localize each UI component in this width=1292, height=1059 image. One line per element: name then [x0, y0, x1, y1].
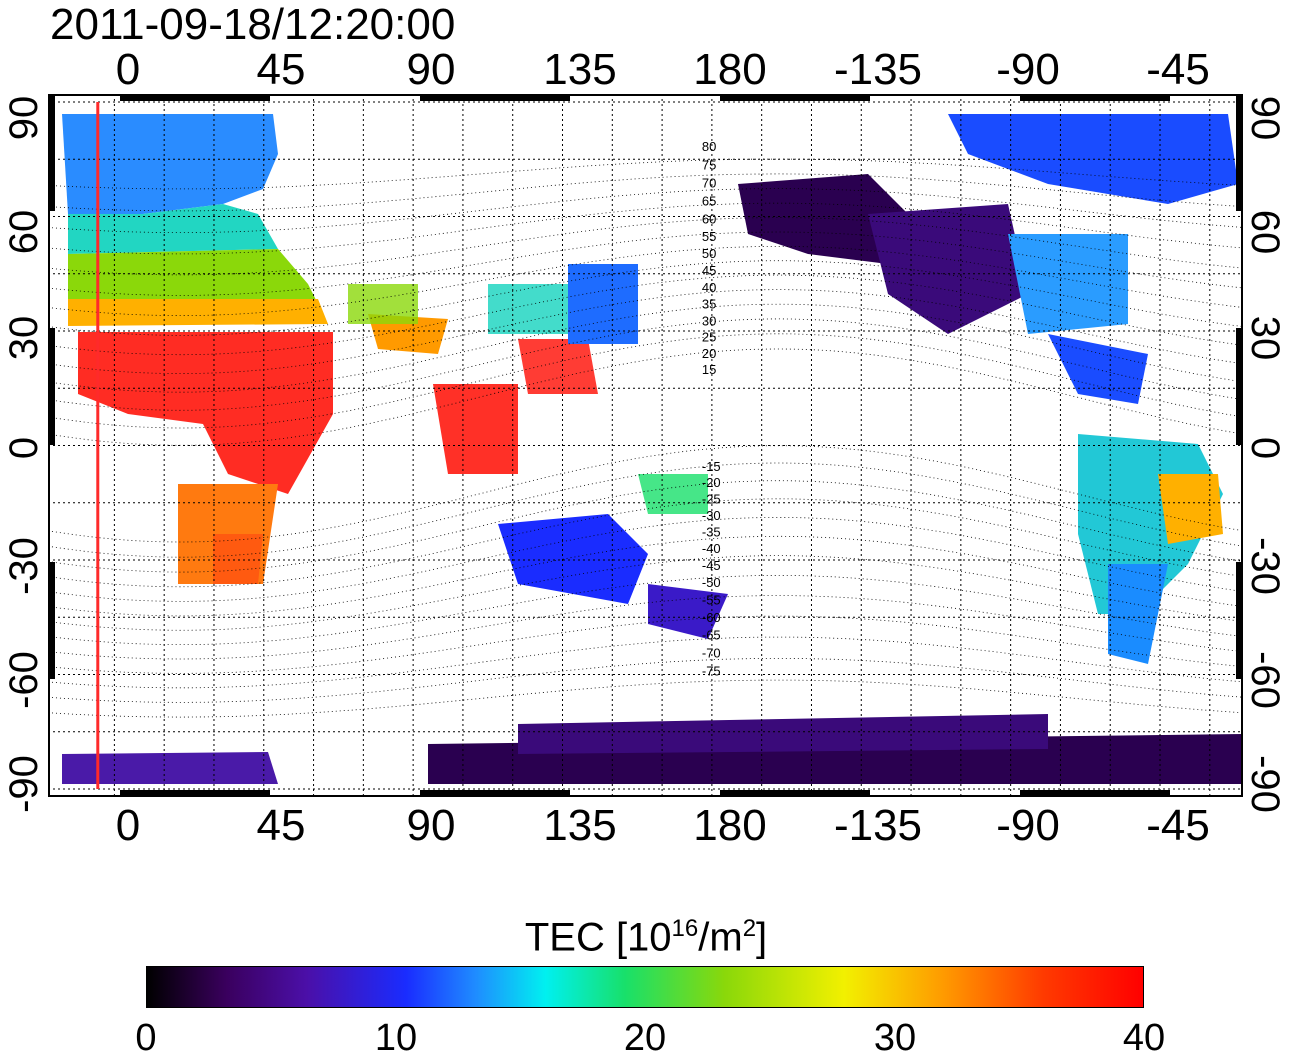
bottom-tick-neg45: -45: [1146, 801, 1210, 850]
left-tick-60: 60: [2, 209, 46, 255]
left-tick-90: 90: [2, 95, 46, 141]
contour-line: [48, 260, 1243, 336]
bottom-tick-135: 135: [543, 801, 617, 850]
contour-line: [48, 333, 1243, 429]
top-tick-neg90: -90: [996, 45, 1060, 94]
contour-label: -75: [702, 664, 721, 679]
contour-label: -55: [702, 592, 721, 607]
contour-label: 20: [702, 346, 716, 361]
contour-line: [48, 289, 1243, 375]
bottom-tick-neg90: -90: [996, 801, 1060, 850]
contour-label: 50: [702, 246, 716, 261]
contour-line: [48, 462, 1243, 558]
contour-label: 55: [702, 229, 716, 244]
top-tick-135: 135: [543, 45, 617, 94]
colorbar-title: TEC [1016/m2]: [0, 906, 1292, 960]
contour-line: [48, 615, 1243, 674]
contour-line: [48, 480, 1243, 573]
bottom-tick-0: 0: [115, 801, 141, 850]
colorbar-tick-0: 0: [135, 1017, 157, 1059]
top-tick-0: 0: [115, 45, 141, 94]
contour-label: -35: [702, 524, 721, 539]
timestamp-title: 2011-09-18/12:20:00: [50, 0, 456, 49]
contour-label: -25: [702, 491, 721, 506]
contour-label: 40: [702, 280, 716, 295]
contour-label: 75: [702, 158, 716, 173]
contour-label: 25: [702, 330, 716, 345]
contour-label: -30: [702, 508, 721, 523]
graticule: [48, 94, 1243, 797]
contour-line: [48, 217, 1243, 276]
tec-patches: [62, 114, 1243, 784]
right-tick-30: 30: [1243, 315, 1287, 361]
right-tick-neg90: -90: [1243, 755, 1287, 813]
contour-label: -20: [702, 475, 721, 490]
top-tick-180: 180: [693, 45, 767, 94]
bottom-tick-180: 180: [693, 801, 767, 850]
contour-label: -70: [702, 645, 721, 660]
left-tick-neg30: -30: [2, 537, 46, 595]
contour-label: -15: [702, 459, 721, 474]
contour-label: 60: [702, 211, 716, 226]
right-tick-neg60: -60: [1243, 651, 1287, 709]
colorbar-tick-10: 10: [374, 1017, 418, 1059]
contour-line: [48, 318, 1243, 411]
contour-label: -40: [702, 541, 721, 556]
contour-line: [48, 636, 1243, 689]
contour-label: -50: [702, 575, 721, 590]
bottom-tick-45: 45: [256, 801, 306, 850]
left-tick-0: 0: [2, 436, 46, 460]
colorbar-label-end: ]: [756, 915, 768, 960]
contour-label: -60: [702, 610, 721, 625]
frame-ticks: [48, 94, 1243, 797]
colorbar-unit-exponent: 2: [742, 915, 757, 942]
bottom-tick-neg135: -135: [833, 801, 923, 850]
colorbar-unit: /m: [698, 915, 743, 960]
contour-label: 35: [702, 297, 716, 312]
right-tick-60: 60: [1243, 209, 1287, 255]
top-tick-45: 45: [256, 45, 306, 94]
colorbar: [146, 966, 1144, 1008]
bottom-tick-90: 90: [406, 801, 456, 850]
magnetic-latitude-contours: [48, 158, 1243, 718]
right-tick-0: 0: [1243, 436, 1287, 460]
contour-label: 65: [702, 194, 716, 209]
right-tick-90: 90: [1243, 95, 1287, 141]
contour-label: 15: [702, 362, 716, 377]
colorbar-label: TEC [10: [524, 915, 672, 960]
tec-map: 80 75 70 65 60 55 50 45 40 35 30 25 20 15 -15 -20 -25 -30…: [48, 94, 1243, 797]
contour-label: 80: [702, 139, 716, 154]
left-tick-neg60: -60: [2, 651, 46, 709]
contour-label: 70: [702, 176, 716, 191]
top-tick-neg45: -45: [1146, 45, 1210, 94]
left-tick-30: 30: [2, 315, 46, 361]
contour-label: 45: [702, 263, 716, 278]
colorbar-tick-40: 40: [1122, 1017, 1166, 1059]
colorbar-tick-30: 30: [873, 1017, 917, 1059]
contour-line: [48, 555, 1243, 631]
contour-label: -65: [702, 628, 721, 643]
top-tick-neg135: -135: [833, 45, 923, 94]
contour-label: 30: [702, 313, 716, 328]
left-tick-neg90: -90: [2, 755, 46, 813]
top-tick-90: 90: [406, 45, 456, 94]
contour-line: [48, 516, 1243, 602]
colorbar-label-exponent: 16: [671, 915, 699, 942]
contour-label: -45: [702, 558, 721, 573]
contour-line: [48, 202, 1243, 255]
right-tick-neg30: -30: [1243, 537, 1287, 595]
colorbar-tick-20: 20: [623, 1017, 667, 1059]
